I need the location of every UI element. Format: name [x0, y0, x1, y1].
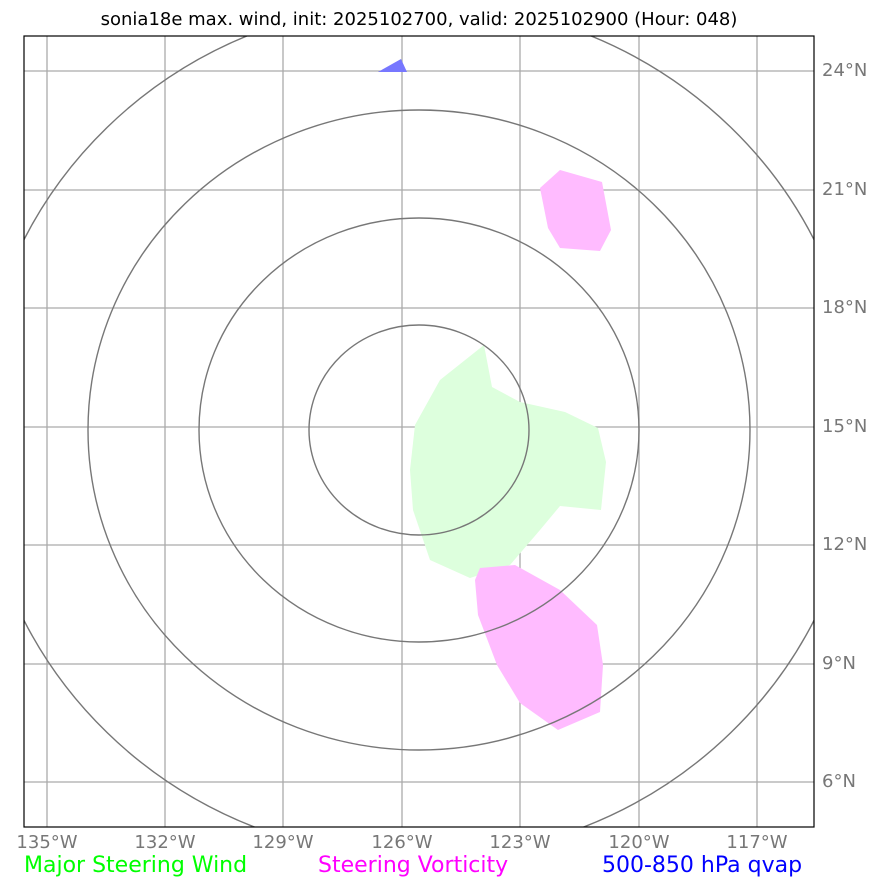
- lat-label: 6°N: [822, 771, 856, 792]
- lat-label: 18°N: [822, 297, 868, 318]
- lat-label: 21°N: [822, 179, 868, 200]
- lon-label: 123°W: [489, 832, 551, 853]
- lon-label: 120°W: [608, 832, 670, 853]
- qvap-area: [378, 59, 407, 72]
- legend-qvap: 500-850 hPa qvap: [602, 853, 803, 878]
- steering-wind-area: [410, 345, 606, 578]
- lat-label: 9°N: [822, 653, 856, 674]
- lat-label: 15°N: [822, 416, 868, 437]
- lat-label: 12°N: [822, 534, 868, 555]
- lon-label: 126°W: [371, 832, 433, 853]
- lon-label: 129°W: [252, 832, 314, 853]
- lat-label: 24°N: [822, 60, 868, 81]
- legend-steering-vorticity: Steering Vorticity: [318, 853, 509, 878]
- lon-label: 132°W: [134, 832, 196, 853]
- vorticity-area-south: [475, 565, 603, 730]
- lon-label: 117°W: [726, 832, 788, 853]
- lon-label: 135°W: [16, 832, 78, 853]
- map-title: sonia18e max. wind, init: 2025102700, va…: [100, 9, 738, 30]
- vorticity-area-north: [540, 170, 611, 251]
- range-rings: [24, 36, 814, 827]
- graticule: [24, 36, 814, 827]
- legend-steering-wind: Major Steering Wind: [24, 853, 248, 878]
